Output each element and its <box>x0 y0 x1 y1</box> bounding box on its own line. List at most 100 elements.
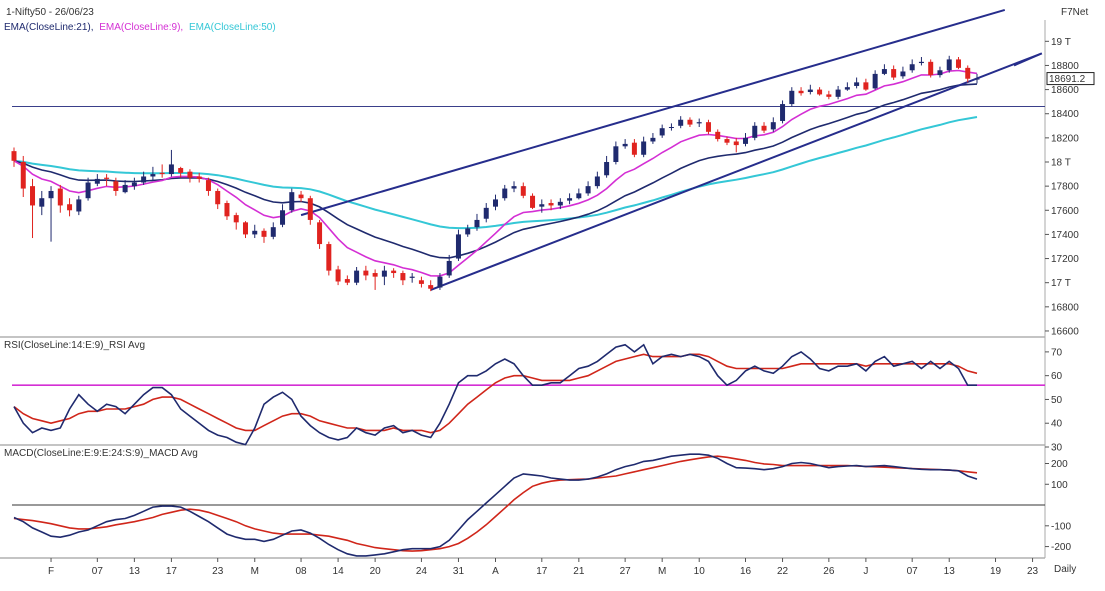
price-tick-label: 17600 <box>1051 206 1079 217</box>
candle-body <box>613 146 619 162</box>
candle-body <box>67 204 73 211</box>
candle-body <box>261 230 267 237</box>
candle-body <box>733 141 739 146</box>
macd-tick-label: -100 <box>1051 521 1071 532</box>
channel-lower-line <box>430 52 1043 291</box>
candle-body <box>298 194 304 199</box>
candle-body <box>474 219 480 228</box>
candle-body <box>85 182 91 199</box>
price-tick-label: 18200 <box>1051 133 1079 144</box>
x-tick-label: A <box>492 566 499 577</box>
candle-body <box>354 270 360 283</box>
candle-body <box>520 186 526 196</box>
x-axis: F 07 13 17 23 M 08 14 20 24 31 A 17 21 27 M 10 16 22 26 J 07 1… <box>48 558 1039 577</box>
candle-body <box>539 204 545 207</box>
candle-body <box>493 199 498 207</box>
candle-body <box>780 104 786 121</box>
candle-body <box>863 82 869 90</box>
price-tick-label: 18 T <box>1051 158 1071 169</box>
candle-body <box>270 227 276 237</box>
candle-body <box>57 188 63 206</box>
rsi-tick-label: 60 <box>1051 371 1063 382</box>
candle-body <box>650 137 656 142</box>
legend-ema50: EMA(CloseLine:50) <box>189 22 276 33</box>
candle-body <box>696 122 702 124</box>
candle-body <box>372 273 378 277</box>
candle-body <box>30 186 36 206</box>
macd-tick-label: -200 <box>1051 542 1071 553</box>
x-tick-label: 08 <box>295 566 307 577</box>
x-tick-label: 17 <box>536 566 548 577</box>
candle-body <box>761 125 767 131</box>
candle-body <box>844 87 850 90</box>
candle-body <box>48 190 54 199</box>
ema50-line <box>13 116 978 230</box>
price-tick-label: 17800 <box>1051 182 1079 193</box>
x-tick-label: 10 <box>694 566 706 577</box>
candle-body <box>604 162 610 176</box>
candle-body <box>381 270 387 277</box>
candle-body <box>317 222 323 245</box>
periodicity-label: Daily <box>1054 564 1076 575</box>
indicator-legend: EMA(CloseLine:21), EMA(CloseLine:9), EMA… <box>4 22 276 33</box>
x-tick-label: 17 <box>166 566 178 577</box>
candle-body <box>530 195 536 208</box>
candle-body <box>622 143 628 147</box>
candle-body <box>724 139 730 143</box>
candle-body <box>446 260 452 276</box>
rsi-tick-label: 40 <box>1051 419 1063 430</box>
candle-body <box>159 172 165 175</box>
rsi-line <box>13 343 977 446</box>
candle-body <box>409 276 415 278</box>
candle-body <box>743 137 749 144</box>
candle-body <box>955 59 961 68</box>
x-tick-label: 07 <box>907 566 919 577</box>
x-tick-label: 24 <box>416 566 428 577</box>
candle-body <box>705 122 711 132</box>
x-tick-label: 19 <box>990 566 1002 577</box>
candle-body <box>76 199 82 212</box>
candle-body <box>205 180 211 191</box>
rsi-title: RSI(CloseLine:14:E:9)_RSI Avg <box>4 340 145 351</box>
candle-body <box>428 285 434 289</box>
macd-panel: 200 100 -100 -200 <box>12 453 1071 557</box>
candle-body <box>687 119 693 125</box>
candle-body <box>668 127 674 128</box>
candle-body <box>455 234 461 259</box>
price-tick-label: 18400 <box>1051 109 1079 120</box>
candle-body <box>918 61 924 64</box>
candle-body <box>946 59 952 71</box>
candle-body <box>39 198 45 207</box>
candle-body <box>770 122 776 130</box>
candle-body <box>752 125 758 138</box>
candle-body <box>835 89 841 97</box>
rsi-avg-line <box>13 353 978 434</box>
x-tick-label: 26 <box>823 566 835 577</box>
candle-body <box>215 190 221 205</box>
candle-body <box>483 207 489 219</box>
candle-body <box>659 128 665 136</box>
x-tick-label: F <box>48 566 54 577</box>
x-tick-label: J <box>863 566 868 577</box>
x-tick-label: 16 <box>740 566 752 577</box>
candle-body <box>631 142 637 155</box>
candle-body <box>187 171 193 178</box>
x-tick-label: 13 <box>944 566 956 577</box>
rsi-tick-label: 50 <box>1051 395 1063 406</box>
candle-body <box>817 89 823 95</box>
candle-body <box>113 181 119 191</box>
macd-tick-label: 200 <box>1051 459 1068 470</box>
channel-lower-extension <box>1013 52 1043 67</box>
x-tick-label: 31 <box>453 566 465 577</box>
rsi-tick-label: 30 <box>1051 443 1063 454</box>
price-tick-label: 17200 <box>1051 254 1079 265</box>
candle-body <box>909 64 915 71</box>
x-tick-label: 23 <box>212 566 224 577</box>
candle-body <box>280 210 286 225</box>
x-tick-label: M <box>251 566 259 577</box>
candle-body <box>789 90 795 105</box>
candle-body <box>881 69 887 74</box>
candle-body <box>548 203 554 206</box>
candle-body <box>798 90 804 94</box>
